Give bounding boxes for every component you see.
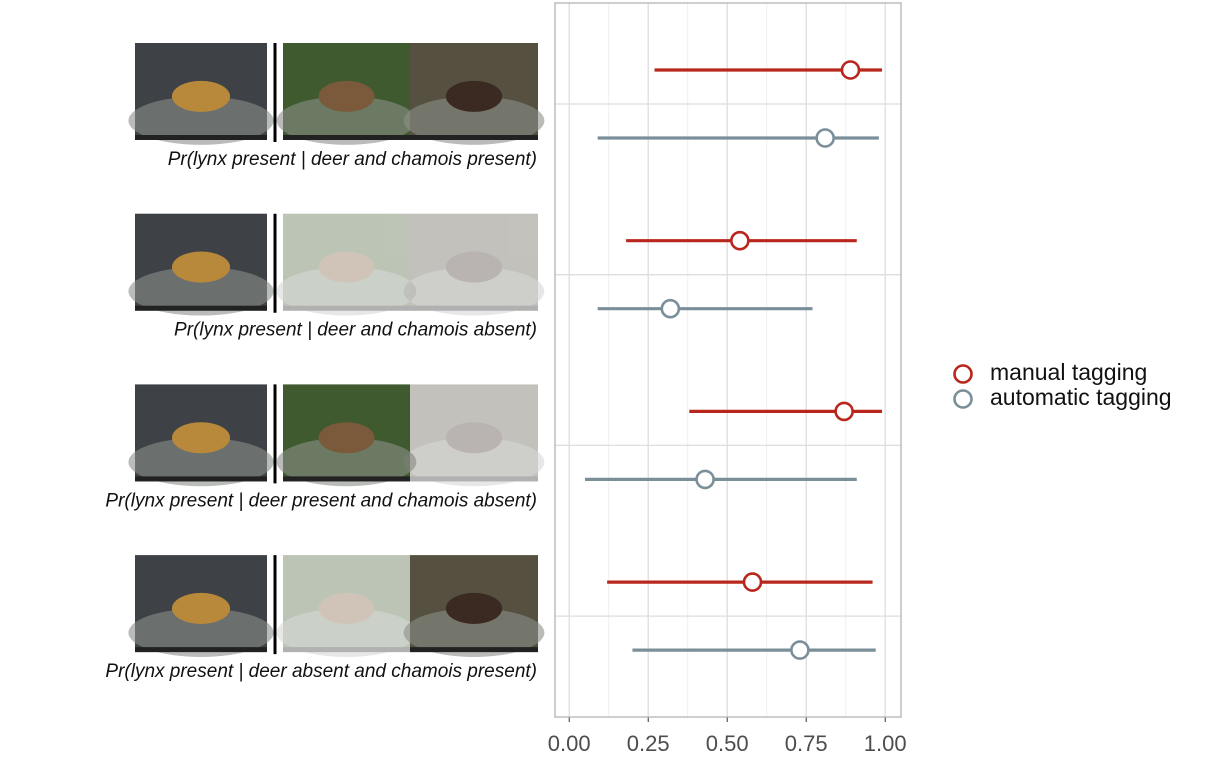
photo-strip bbox=[283, 305, 410, 311]
animal bbox=[171, 592, 231, 624]
x-tick-label: 0.00 bbox=[548, 731, 591, 756]
photo-strip bbox=[410, 647, 538, 653]
legend-symbol bbox=[953, 389, 973, 409]
photo-ground bbox=[276, 437, 417, 487]
photo-ground bbox=[403, 437, 545, 487]
photo bbox=[128, 384, 274, 487]
animal bbox=[445, 80, 503, 112]
row-label: Pr(lynx present | deer and chamois absen… bbox=[174, 320, 537, 341]
point bbox=[840, 60, 861, 80]
photo bbox=[403, 384, 545, 487]
photo bbox=[276, 213, 417, 316]
animal bbox=[445, 592, 503, 624]
animal bbox=[445, 422, 503, 454]
photo bbox=[276, 384, 417, 487]
photo-ground bbox=[403, 96, 545, 145]
photo-strip bbox=[410, 476, 538, 482]
photo-strip bbox=[410, 135, 538, 140]
panel-border bbox=[554, 2, 902, 718]
legend-label: manual tagging bbox=[990, 359, 1147, 385]
photo-strip bbox=[283, 135, 410, 140]
photo bbox=[276, 43, 417, 145]
point bbox=[660, 298, 681, 319]
photo bbox=[128, 555, 274, 657]
legend-symbol bbox=[953, 364, 973, 384]
animal bbox=[318, 592, 375, 624]
animal bbox=[171, 422, 231, 454]
photo-bg bbox=[410, 213, 538, 311]
photo bbox=[403, 213, 545, 316]
animal bbox=[318, 422, 375, 454]
photo-strip bbox=[283, 476, 410, 482]
x-tick-label: 1.00 bbox=[864, 731, 907, 756]
photo-strip bbox=[135, 647, 267, 653]
point bbox=[815, 128, 835, 148]
animal bbox=[318, 80, 375, 112]
point bbox=[730, 230, 750, 251]
x-tick-label: 0.75 bbox=[785, 731, 828, 756]
photo-ground bbox=[128, 267, 274, 316]
photo bbox=[403, 43, 545, 145]
legend-label: automatic tagging bbox=[990, 384, 1172, 410]
photo-ground bbox=[403, 608, 545, 657]
row-label: Pr(lynx present | deer present and chamo… bbox=[105, 490, 537, 511]
animal bbox=[318, 251, 375, 283]
photo-ground bbox=[276, 608, 417, 657]
photo bbox=[276, 555, 417, 657]
row-label: Pr(lynx present | deer and chamois prese… bbox=[168, 149, 537, 170]
photo-ground bbox=[128, 608, 274, 657]
photo-ground bbox=[128, 96, 274, 145]
photo-ground bbox=[128, 437, 274, 487]
photo-bg bbox=[410, 384, 538, 482]
photo-strip bbox=[135, 476, 267, 482]
photo-strip bbox=[410, 305, 538, 311]
photo bbox=[403, 555, 545, 657]
photo-ground bbox=[276, 96, 417, 145]
animal bbox=[445, 251, 503, 283]
row-label: Pr(lynx present | deer absent and chamoi… bbox=[105, 661, 537, 682]
photo-ground bbox=[403, 267, 545, 316]
photo bbox=[128, 213, 274, 316]
x-tick-label: 0.25 bbox=[627, 731, 670, 756]
animal bbox=[171, 80, 231, 112]
point bbox=[742, 572, 763, 592]
point bbox=[695, 469, 715, 490]
photo-strip bbox=[283, 647, 410, 653]
photo-bg bbox=[283, 555, 410, 653]
photo-strip bbox=[135, 305, 267, 311]
photo-ground bbox=[276, 267, 417, 316]
photo bbox=[128, 43, 274, 145]
plot-panel bbox=[555, 3, 901, 717]
photo-bg bbox=[283, 213, 410, 311]
animal bbox=[171, 251, 231, 283]
point bbox=[790, 640, 810, 660]
point bbox=[834, 401, 854, 422]
photo-strip bbox=[135, 135, 267, 140]
x-tick-label: 0.50 bbox=[706, 731, 749, 756]
